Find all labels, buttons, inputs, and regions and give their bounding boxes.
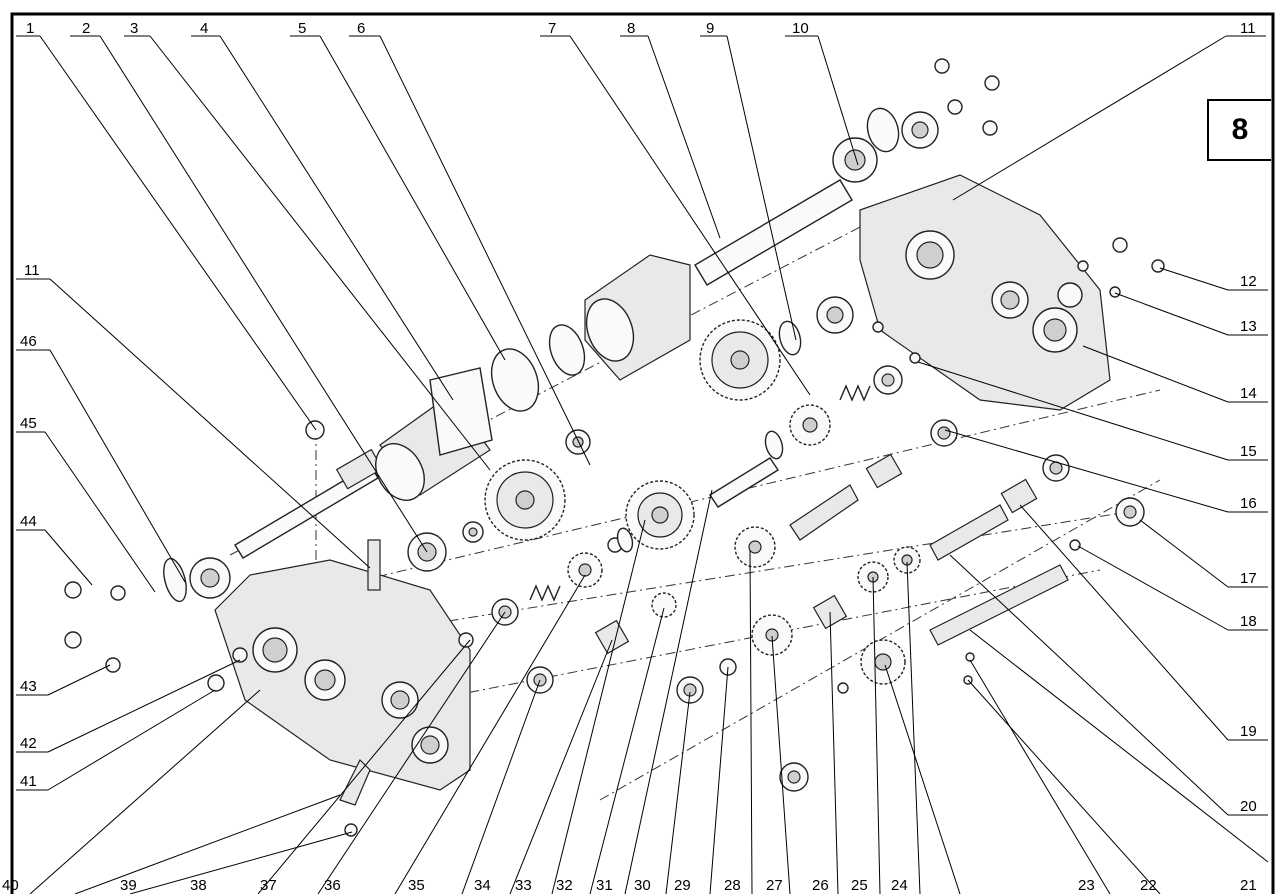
- page-number-badge: 8: [1207, 99, 1271, 161]
- callout-30: 30: [634, 877, 651, 894]
- callout-1: 1: [26, 20, 34, 37]
- callout-37: 37: [260, 877, 277, 894]
- callout-14: 14: [1240, 385, 1257, 402]
- callout-40: 40: [2, 877, 19, 894]
- callout-11-top: 11: [1240, 20, 1256, 37]
- o-ring-5: [490, 348, 540, 412]
- callout-4: 4: [200, 20, 208, 37]
- callout-31: 31: [596, 877, 613, 894]
- callout-6: 6: [357, 20, 365, 37]
- callout-8: 8: [627, 20, 635, 37]
- callouts-top: 1 2 3 4 5 6 7 8 9 10 11: [26, 20, 1256, 37]
- callout-44: 44: [20, 513, 37, 530]
- right-housing: [859, 174, 1111, 411]
- callout-11-left: 11: [24, 262, 40, 279]
- callout-43: 43: [20, 678, 37, 695]
- callout-39: 39: [120, 877, 137, 894]
- callout-7: 7: [548, 20, 556, 37]
- callout-24: 24: [891, 877, 908, 894]
- left-housing: [214, 559, 471, 791]
- sleeve-3: [375, 367, 493, 501]
- diagram-frame: [10, 12, 1275, 894]
- callout-27: 27: [766, 877, 783, 894]
- gears: [484, 319, 921, 685]
- callout-46: 46: [20, 333, 37, 350]
- callout-26: 26: [812, 877, 829, 894]
- callout-12: 12: [1240, 273, 1257, 290]
- callout-3: 3: [130, 20, 138, 37]
- callout-18: 18: [1240, 613, 1257, 630]
- sleeve-8: [548, 254, 691, 381]
- springs: [529, 384, 871, 602]
- fasteners: [64, 58, 1165, 694]
- callout-16: 16: [1240, 495, 1257, 512]
- callout-28: 28: [724, 877, 741, 894]
- callout-38: 38: [190, 877, 207, 894]
- callout-13: 13: [1240, 318, 1257, 335]
- shift-lever: [339, 539, 381, 837]
- callout-25: 25: [851, 877, 868, 894]
- callout-10: 10: [792, 20, 809, 37]
- callout-45: 45: [20, 415, 37, 432]
- callout-36: 36: [324, 877, 341, 894]
- callouts-bottom: 40 39 38 37 36 35 34 33 32 31 30 29 28 2…: [2, 877, 1257, 894]
- leader-lines: [16, 35, 1269, 894]
- callout-41: 41: [20, 773, 37, 790]
- callout-42: 42: [20, 735, 37, 752]
- callout-23: 23: [1078, 877, 1095, 894]
- callout-19: 19: [1240, 723, 1257, 740]
- callout-2: 2: [82, 20, 90, 37]
- callout-5: 5: [298, 20, 306, 37]
- lower-shafts: [594, 453, 1069, 676]
- callout-20: 20: [1240, 798, 1257, 815]
- callout-35: 35: [408, 877, 425, 894]
- output-shaft: [694, 179, 853, 286]
- callout-22: 22: [1140, 877, 1157, 894]
- callout-9: 9: [706, 20, 714, 37]
- callout-21: 21: [1240, 877, 1257, 894]
- callouts-right: 12 13 14 15 16 17 18 19 20: [1240, 273, 1257, 815]
- callout-33: 33: [515, 877, 532, 894]
- callout-32: 32: [556, 877, 573, 894]
- callout-34: 34: [474, 877, 491, 894]
- callout-15: 15: [1240, 443, 1257, 460]
- callout-17: 17: [1240, 570, 1257, 587]
- callout-29: 29: [674, 877, 691, 894]
- callouts-left: 11 46 45 44 43 42 41: [20, 262, 40, 790]
